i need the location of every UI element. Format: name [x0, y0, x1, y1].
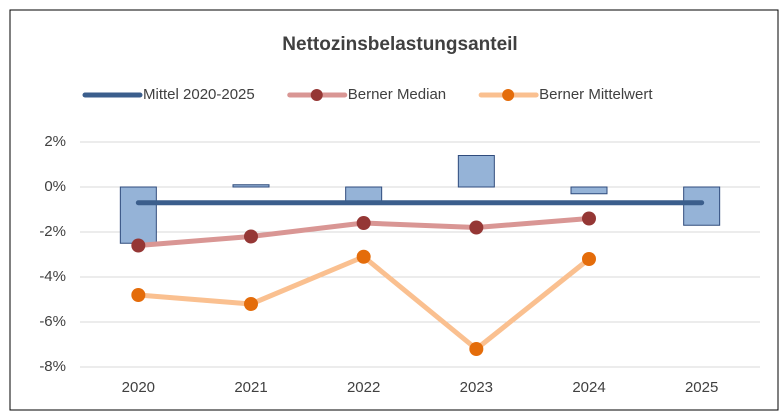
y-tick-label: 2%: [44, 133, 66, 150]
bar: [119, 186, 157, 244]
chart-title: Nettozinsbelastungsanteil: [282, 34, 517, 55]
x-tick-label: 2025: [685, 379, 718, 396]
y-tick-label: 0%: [44, 178, 66, 195]
y-tick-label: -4%: [39, 268, 66, 285]
marker: [582, 252, 596, 266]
legend-label: Mittel 2020-2025: [143, 86, 255, 103]
y-tick-label: -8%: [39, 358, 66, 375]
marker: [356, 216, 371, 230]
x-tick-label: 2022: [347, 379, 380, 396]
legend-marker: [310, 89, 323, 101]
y-tick-label: -2%: [39, 223, 66, 240]
marker: [469, 342, 484, 356]
marker: [469, 220, 484, 235]
legend-label: Berner Mittelwert: [539, 86, 653, 103]
legend-label: Berner Median: [348, 86, 446, 103]
x-tick-label: 2023: [460, 379, 493, 396]
marker: [356, 249, 371, 264]
y-tick-label: -6%: [39, 313, 66, 330]
marker: [131, 238, 146, 253]
legend-marker: [502, 89, 515, 101]
bar: [683, 186, 721, 226]
marker: [582, 211, 596, 226]
marker: [244, 229, 258, 244]
x-tick-label: 2024: [572, 379, 605, 396]
x-tick-label: 2020: [122, 379, 155, 396]
marker: [131, 288, 146, 302]
x-tick-label: 2021: [234, 379, 267, 396]
bar: [232, 184, 270, 188]
bar: [457, 155, 495, 188]
bar: [570, 186, 608, 195]
marker: [244, 297, 258, 311]
